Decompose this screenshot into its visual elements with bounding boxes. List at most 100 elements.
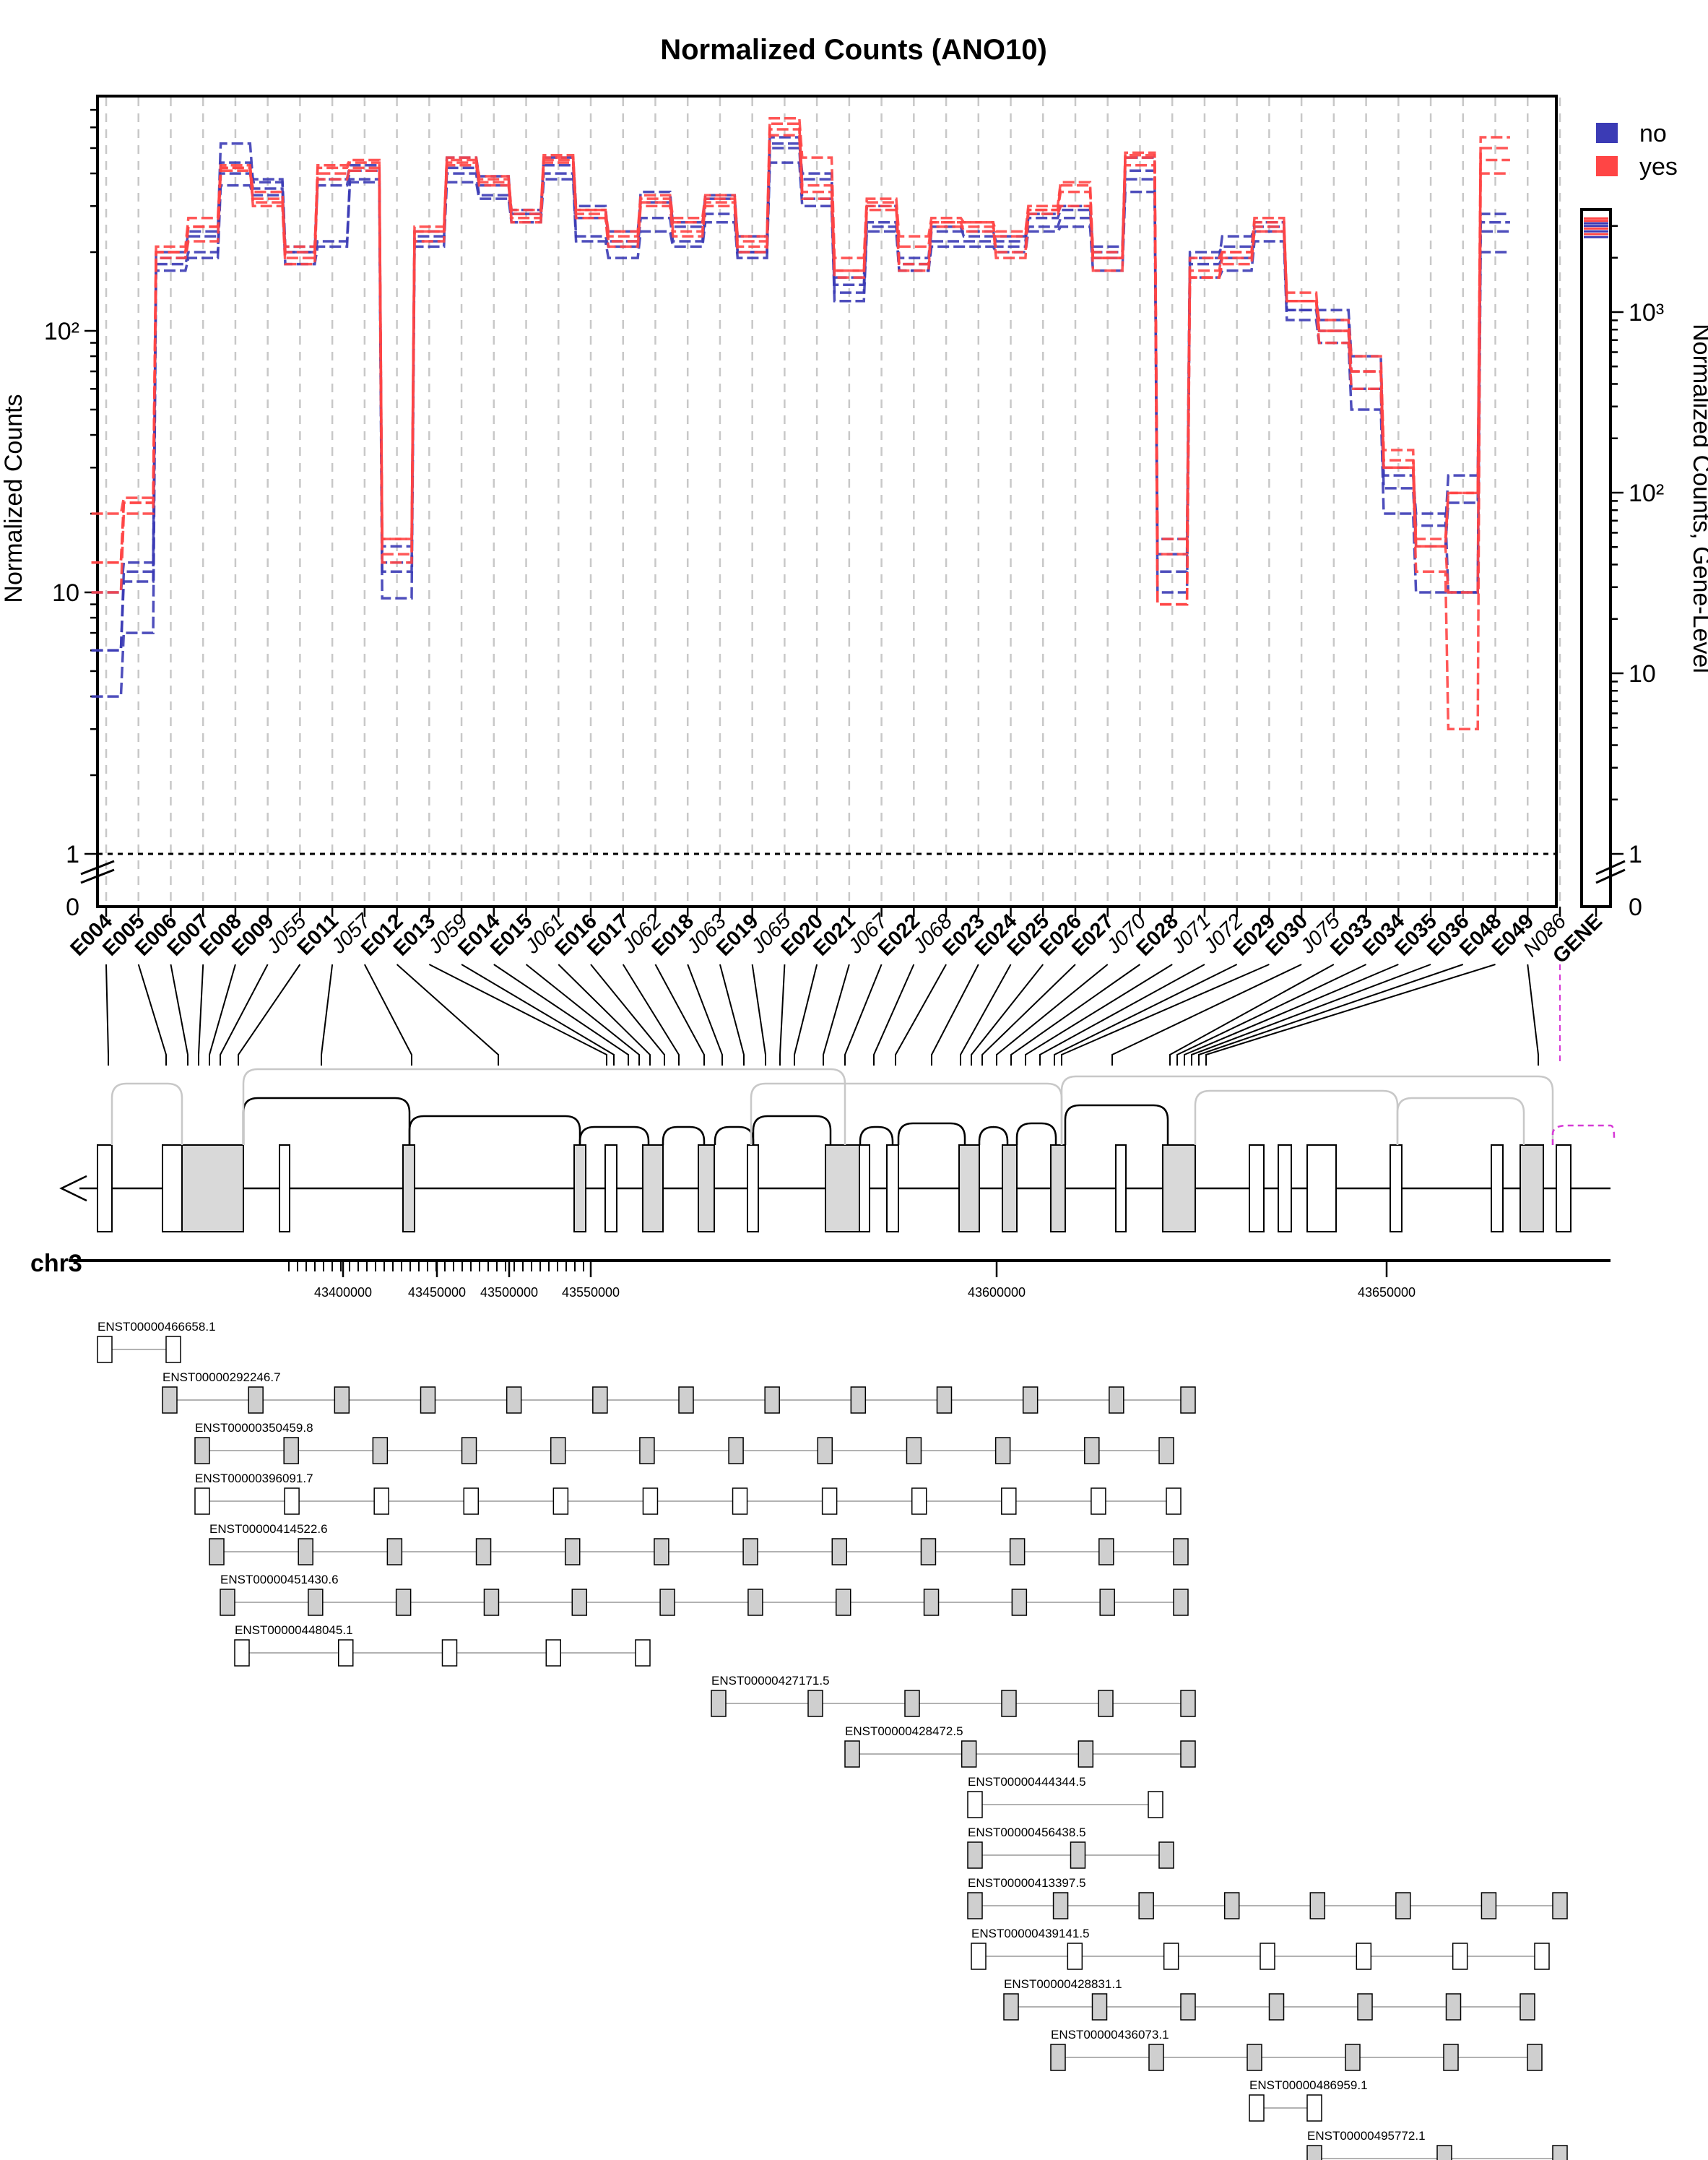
y-tick-label: 10 xyxy=(52,579,79,607)
connector-e014 xyxy=(493,964,629,1066)
transcript-exon xyxy=(961,1740,977,1768)
transcript-exon xyxy=(1050,2044,1066,2071)
exon-block xyxy=(1390,1144,1403,1232)
transcript-label: ENST00000427171.5 xyxy=(711,1674,830,1688)
transcript-exon xyxy=(642,1487,659,1515)
transcript-exon xyxy=(298,1538,313,1565)
series-line-yes xyxy=(91,128,1510,606)
exon-block xyxy=(1520,1144,1544,1232)
connector-e049 xyxy=(1527,964,1539,1066)
gene-level-box xyxy=(1580,208,1612,908)
transcript-exon xyxy=(844,1740,860,1768)
y-tick-label: 1 xyxy=(66,841,79,868)
connector-j062 xyxy=(654,964,705,1066)
transcript-exon xyxy=(1260,1943,1275,1970)
series-line-no xyxy=(91,147,1510,652)
splice-junction-arc xyxy=(408,1115,581,1145)
transcript-exon xyxy=(1247,2044,1262,2071)
transcript-exon xyxy=(831,1538,848,1565)
connector-j071 xyxy=(1039,964,1205,1066)
transcript-exon xyxy=(967,1841,983,1869)
connector-j065 xyxy=(779,964,786,1066)
connector-e023 xyxy=(931,964,979,1066)
splice-junction-arc xyxy=(750,1082,1063,1145)
transcript-exon xyxy=(338,1639,354,1667)
splice-junction-arc xyxy=(242,1097,411,1145)
y-right-tick-label: 0 xyxy=(1629,894,1642,921)
axis-break xyxy=(80,860,115,884)
connector-e036 xyxy=(1198,964,1464,1066)
connector-e006 xyxy=(170,964,188,1066)
connector-e016 xyxy=(590,964,665,1066)
connector-e022 xyxy=(873,964,915,1066)
connector-e048 xyxy=(1205,964,1496,1066)
splice-junction-arc xyxy=(897,1122,966,1145)
transcript-exon xyxy=(835,1589,851,1616)
connector-e019 xyxy=(751,964,766,1066)
transcript-exon xyxy=(386,1538,403,1565)
connector-e005 xyxy=(137,964,167,1066)
transcript-exon xyxy=(165,1336,181,1363)
y-axis-right: 0 1 10 10² 10³ xyxy=(1595,225,1664,921)
exon-block xyxy=(1162,1144,1196,1232)
splice-junction-arc xyxy=(1060,1075,1554,1145)
transcript-exon xyxy=(747,1589,763,1616)
transcript-exon xyxy=(373,1487,389,1515)
exon-block xyxy=(698,1144,715,1232)
transcript-exon xyxy=(1357,1993,1373,2021)
splice-junction-arc xyxy=(662,1126,706,1145)
exon-block xyxy=(1050,1144,1066,1232)
transcript-exon xyxy=(220,1589,235,1616)
transcript-exon xyxy=(1180,1740,1196,1768)
transcript-exon xyxy=(1268,1993,1285,2021)
series-line-yes xyxy=(91,116,1510,594)
transcript-exon xyxy=(1091,1487,1106,1515)
transcript-exon xyxy=(571,1589,588,1616)
transcript-exon xyxy=(1067,1943,1083,1970)
exon-block xyxy=(1278,1144,1292,1232)
transcript-exon xyxy=(420,1386,436,1414)
transcript-exon xyxy=(1306,2094,1322,2122)
transcript-label: ENST00000428831.1 xyxy=(1004,1977,1122,1991)
transcript-exon xyxy=(1436,2145,1452,2160)
transcript-exon xyxy=(967,1892,983,1919)
exon-block xyxy=(825,1144,861,1232)
connector-e033 xyxy=(1176,964,1367,1066)
y-tick-label: 0 xyxy=(66,894,79,921)
transcript-exon xyxy=(1520,1993,1535,2021)
transcript-exon xyxy=(1070,1841,1086,1869)
transcript-exon xyxy=(1527,2044,1543,2071)
connector-j057 xyxy=(363,964,412,1066)
y-right-tick-label: 10 xyxy=(1629,660,1656,688)
gene-level-panel xyxy=(1580,208,1612,908)
transcript-exon xyxy=(971,1943,987,1970)
transcript-exon xyxy=(1443,2044,1459,2071)
splice-junction-arc xyxy=(578,1126,650,1145)
transcript-exon xyxy=(906,1437,922,1464)
transcript-exon xyxy=(1481,1892,1497,1919)
transcript-exon xyxy=(1098,1538,1114,1565)
y-axis-label: Normalized Counts xyxy=(0,394,27,602)
transcript-exon xyxy=(372,1437,389,1464)
connector-e029 xyxy=(1061,964,1270,1066)
transcript-exon xyxy=(1166,1487,1182,1515)
transcript-exon xyxy=(1099,1589,1115,1616)
connector-j068 xyxy=(895,964,947,1066)
series-line-no xyxy=(91,142,1510,652)
connector-e028 xyxy=(1025,964,1173,1066)
legend-label-no: no xyxy=(1639,120,1667,147)
transcript-exon xyxy=(1148,1791,1163,1818)
transcript-exon xyxy=(1001,1487,1017,1515)
transcript-label: ENST00000436073.1 xyxy=(1051,2028,1169,2042)
genomic-tick-label: 43550000 xyxy=(562,1285,620,1300)
connector-e035 xyxy=(1191,964,1431,1066)
exon-block xyxy=(604,1144,617,1232)
transcript-exon xyxy=(395,1589,412,1616)
connector-e008 xyxy=(209,964,236,1066)
connector-j061 xyxy=(558,964,651,1066)
transcript-exon xyxy=(1011,1589,1028,1616)
axis-break-right xyxy=(1595,860,1626,884)
connector-j063 xyxy=(719,964,745,1066)
connector-e024 xyxy=(960,964,1012,1066)
